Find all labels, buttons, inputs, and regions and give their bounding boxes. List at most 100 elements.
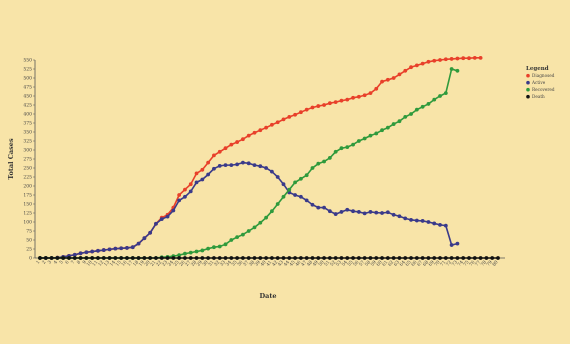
data-point — [293, 112, 297, 117]
data-point — [223, 242, 228, 247]
data-point — [258, 128, 263, 133]
y-tick-label: 75 — [26, 229, 32, 235]
data-point — [478, 256, 483, 260]
data-point — [316, 256, 321, 260]
x-tick-label: 36 — [236, 259, 244, 267]
y-tick-label: 375 — [23, 121, 32, 127]
data-point — [351, 142, 355, 147]
x-tick-label: 5 — [58, 259, 65, 265]
data-point — [159, 217, 164, 222]
data-point — [333, 100, 338, 105]
data-point — [391, 212, 396, 217]
data-point — [235, 256, 240, 260]
data-point — [438, 58, 442, 62]
data-point — [304, 107, 309, 112]
data-point — [339, 146, 344, 151]
data-point — [414, 107, 419, 112]
data-point — [322, 103, 326, 107]
data-point — [159, 256, 164, 260]
data-point — [397, 214, 402, 219]
x-tick-label: 71 — [439, 259, 447, 267]
x-tick-label: 27 — [184, 259, 192, 267]
data-point — [229, 142, 234, 147]
y-tick-label: 275 — [23, 157, 32, 163]
x-tick-label: 25 — [172, 259, 180, 267]
legend-label: Recovered — [532, 87, 555, 92]
data-point — [281, 256, 286, 260]
series-death — [38, 256, 500, 260]
series-line — [40, 161, 458, 259]
data-point — [148, 256, 153, 260]
data-point — [310, 166, 315, 170]
data-point — [322, 205, 326, 210]
data-point — [426, 256, 431, 260]
data-point — [258, 220, 263, 225]
x-tick-label: 35 — [230, 259, 238, 267]
y-tick-label: 450 — [23, 94, 32, 100]
x-tick-label: 79 — [485, 259, 493, 267]
data-point — [327, 156, 332, 160]
x-tick-label: 70 — [433, 259, 441, 267]
y-tick-label: 125 — [23, 211, 32, 217]
data-point — [206, 256, 211, 260]
x-tick-label: 15 — [114, 259, 122, 267]
data-point — [345, 256, 350, 260]
x-tick-label: 49 — [312, 259, 320, 267]
data-point — [183, 187, 187, 192]
data-point — [258, 256, 263, 260]
y-tick-label: 325 — [23, 139, 32, 145]
x-tick-label: 6 — [64, 259, 71, 265]
data-point — [200, 248, 205, 253]
x-tick-label: 69 — [427, 259, 435, 267]
x-tick-label: 48 — [306, 259, 314, 267]
x-tick-label: 47 — [300, 259, 308, 267]
data-point — [177, 253, 182, 258]
data-point — [449, 67, 454, 71]
data-point — [438, 256, 442, 260]
data-point — [194, 180, 199, 185]
data-point — [269, 256, 274, 260]
x-tick-label: 38 — [248, 259, 256, 267]
data-point — [275, 202, 280, 206]
data-point — [61, 256, 66, 260]
data-point — [72, 256, 77, 260]
data-point — [426, 59, 431, 64]
y-tick-label: 475 — [23, 85, 32, 91]
data-point — [374, 86, 379, 91]
x-tick-label: 20 — [143, 259, 151, 267]
data-point — [212, 245, 216, 250]
y-tick-label: 150 — [23, 202, 32, 208]
x-tick-label: 44 — [283, 259, 291, 267]
data-point — [443, 91, 448, 96]
data-point — [403, 216, 408, 221]
data-point — [345, 207, 350, 212]
data-point — [409, 65, 413, 70]
data-point — [183, 194, 187, 199]
data-point — [200, 256, 205, 260]
data-point — [200, 167, 205, 172]
data-point — [171, 208, 176, 213]
data-point — [275, 256, 280, 260]
data-point — [414, 63, 419, 68]
data-point — [241, 256, 245, 260]
data-point — [310, 202, 315, 207]
data-point — [368, 91, 373, 96]
data-point — [426, 102, 431, 106]
y-tick-label: 200 — [23, 184, 32, 190]
data-point — [333, 149, 338, 154]
x-tick-label: 78 — [480, 259, 488, 267]
data-point — [443, 223, 448, 228]
data-point — [78, 256, 83, 260]
x-tick-label: 7 — [70, 259, 77, 265]
series-active — [38, 160, 460, 260]
data-point — [229, 238, 234, 242]
data-point — [293, 256, 297, 260]
data-point — [351, 95, 355, 100]
data-point — [177, 198, 182, 203]
x-tick-label: 80 — [491, 259, 499, 267]
data-point — [339, 256, 344, 260]
axes — [34, 60, 505, 259]
data-point — [298, 194, 303, 199]
data-point — [130, 256, 135, 260]
data-point — [298, 176, 303, 181]
